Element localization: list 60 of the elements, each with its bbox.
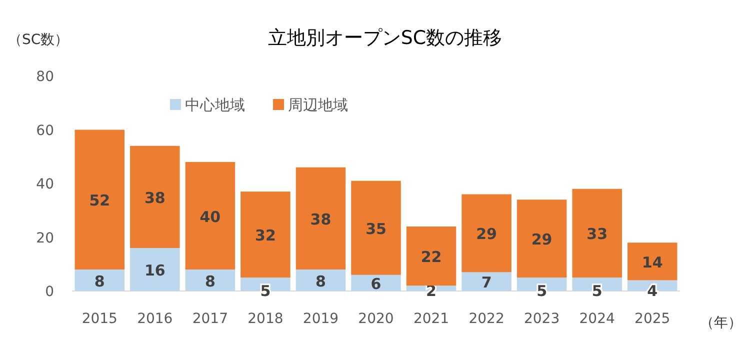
bar — [351, 180, 401, 275]
data-label: 8 — [316, 272, 326, 290]
x-tick-label: 2016 — [137, 311, 173, 327]
data-label: 2 — [426, 282, 436, 300]
data-label: 5 — [592, 282, 602, 300]
x-tick-label: 2018 — [248, 311, 284, 327]
bar — [351, 274, 401, 291]
data-label: 4 — [647, 282, 658, 300]
data-label: 5 — [260, 282, 271, 300]
y-tick-label: 20 — [36, 230, 54, 246]
bar — [240, 192, 290, 278]
legend-label: 中心地域 — [185, 96, 245, 114]
data-label: 16 — [144, 262, 166, 280]
bar — [296, 167, 346, 270]
x-tick-label: 2017 — [192, 311, 228, 327]
bar — [130, 248, 180, 291]
bar — [462, 194, 512, 272]
bar — [74, 130, 125, 270]
data-label: 52 — [89, 192, 110, 210]
y-tick-label: 80 — [36, 69, 54, 85]
y-tick-label: 40 — [36, 176, 54, 192]
data-label: 32 — [255, 226, 276, 245]
x-tick-label: 2025 — [634, 311, 670, 327]
x-tick-label: 2015 — [82, 311, 118, 327]
x-tick-label: 2021 — [413, 311, 450, 327]
data-label: 5 — [536, 282, 548, 300]
y-axis-title: （SC数） — [8, 32, 69, 48]
bar — [462, 272, 512, 291]
data-label: 8 — [94, 272, 105, 290]
data-label: 38 — [310, 210, 332, 228]
chart-title: 立地別オープンSC数の推移 — [268, 27, 502, 49]
x-tick-label: 2024 — [579, 311, 615, 327]
y-tick-label: 0 — [45, 284, 54, 300]
data-label: 6 — [370, 274, 382, 293]
data-label: 33 — [586, 225, 608, 244]
data-label: 7 — [481, 274, 492, 292]
legend-label: 周辺地域 — [288, 96, 348, 114]
bar — [185, 162, 236, 270]
bar — [572, 188, 622, 278]
x-tick-label: 2020 — [358, 311, 394, 327]
x-axis-title: （年） — [700, 315, 742, 331]
bar — [130, 146, 180, 248]
data-label: 14 — [642, 253, 663, 272]
bar — [516, 200, 567, 278]
data-label: 22 — [420, 248, 442, 266]
x-tick-label: 2022 — [468, 311, 504, 327]
bar — [296, 270, 346, 291]
x-tick-label: 2023 — [524, 311, 560, 327]
bar — [627, 242, 678, 280]
y-tick-label: 60 — [36, 122, 54, 139]
data-label: 40 — [200, 208, 221, 226]
data-label: 29 — [531, 230, 552, 249]
bar — [74, 270, 125, 291]
bar — [406, 226, 456, 286]
data-label: 35 — [366, 220, 386, 238]
data-label: 38 — [144, 188, 166, 207]
x-tick-label: 2019 — [302, 311, 339, 327]
data-label: 8 — [204, 272, 216, 290]
data-label: 29 — [476, 225, 497, 244]
bar — [185, 270, 236, 291]
